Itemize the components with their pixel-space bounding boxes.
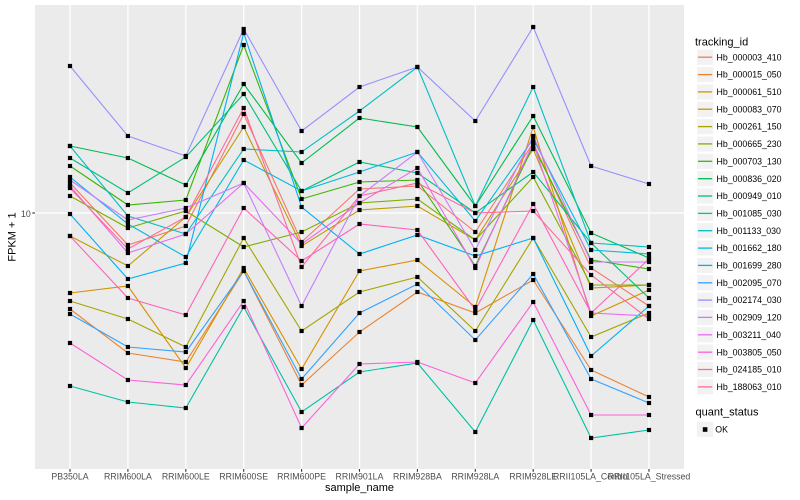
svg-text:Hb_002095_070: Hb_002095_070 [717, 278, 782, 288]
svg-text:Hb_188063_010: Hb_188063_010 [717, 382, 782, 392]
svg-text:OK: OK [715, 425, 728, 435]
svg-text:Hb_003211_040: Hb_003211_040 [717, 330, 782, 340]
svg-text:Hb_001662_180: Hb_001662_180 [717, 243, 782, 253]
svg-text:RRII105LA_Stressed: RRII105LA_Stressed [608, 472, 691, 482]
svg-text:Hb_001085_030: Hb_001085_030 [717, 209, 782, 219]
svg-text:Hb_000015_050: Hb_000015_050 [717, 70, 782, 80]
svg-text:Hb_024185_010: Hb_024185_010 [717, 365, 782, 375]
svg-text:FPKM + 1: FPKM + 1 [7, 212, 19, 261]
svg-text:RRIM600LA: RRIM600LA [104, 472, 152, 482]
svg-text:Hb_000949_010: Hb_000949_010 [717, 191, 782, 201]
svg-text:RRIM600PE: RRIM600PE [277, 472, 326, 482]
svg-text:RRIM901LA: RRIM901LA [336, 472, 384, 482]
svg-text:Hb_000261_150: Hb_000261_150 [717, 122, 782, 132]
svg-text:quant_status: quant_status [696, 407, 759, 419]
svg-text:PB350LA: PB350LA [51, 472, 88, 482]
svg-text:RRIM928LE: RRIM928LE [509, 472, 557, 482]
svg-text:tracking_id: tracking_id [695, 37, 748, 49]
svg-text:sample_name: sample_name [325, 482, 394, 494]
svg-text:10: 10 [21, 209, 31, 219]
svg-text:Hb_001699_280: Hb_001699_280 [717, 261, 782, 271]
svg-text:Hb_000665_230: Hb_000665_230 [717, 139, 782, 149]
svg-text:RRII105LA_Control: RRII105LA_Control [553, 472, 629, 482]
svg-text:Hb_003805_050: Hb_003805_050 [717, 347, 782, 357]
svg-text:Hb_002174_030: Hb_002174_030 [717, 295, 782, 305]
svg-text:Hb_000703_130: Hb_000703_130 [717, 156, 782, 166]
svg-text:Hb_000083_070: Hb_000083_070 [717, 104, 782, 114]
svg-text:Hb_000836_020: Hb_000836_020 [717, 174, 782, 184]
svg-text:Hb_001133_030: Hb_001133_030 [717, 226, 782, 236]
svg-text:Hb_000003_410: Hb_000003_410 [717, 52, 782, 62]
svg-text:RRIM600LE: RRIM600LE [162, 472, 210, 482]
svg-text:RRIM600SE: RRIM600SE [219, 472, 268, 482]
svg-text:RRIM928BA: RRIM928BA [393, 472, 442, 482]
svg-text:RRIM928LA: RRIM928LA [451, 472, 499, 482]
svg-text:Hb_000061_510: Hb_000061_510 [717, 87, 782, 97]
svg-text:Hb_002909_120: Hb_002909_120 [717, 313, 782, 323]
